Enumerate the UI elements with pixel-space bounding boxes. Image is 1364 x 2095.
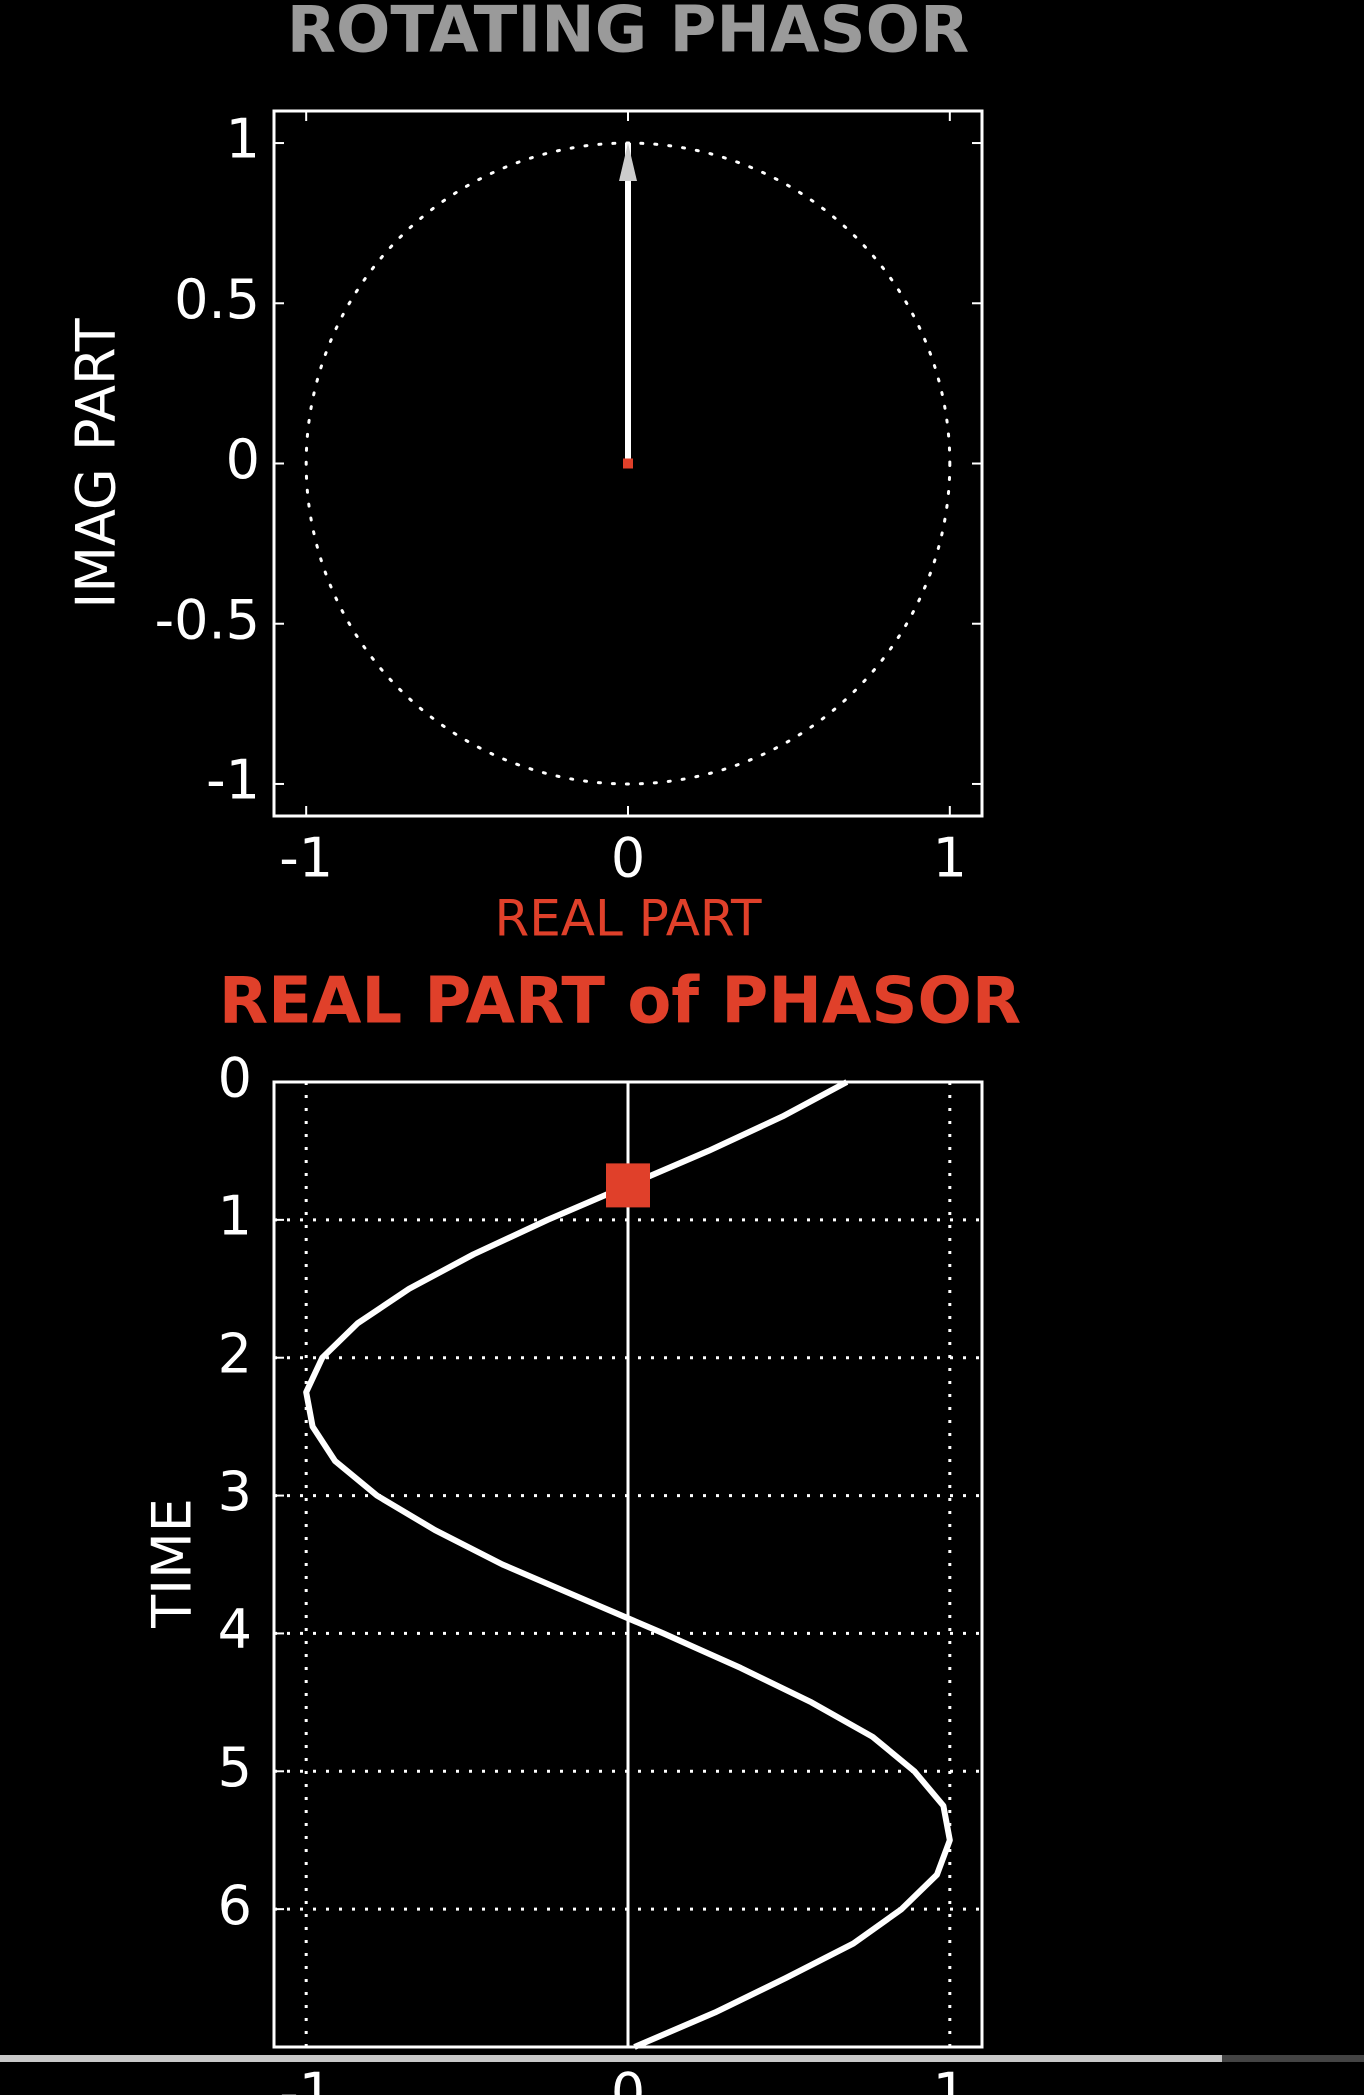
- y-tick-label: 0.5: [174, 268, 260, 331]
- y-tick-label: 0: [226, 428, 260, 491]
- x-tick-label: 0: [611, 2062, 645, 2095]
- y-tick-label: 0: [218, 1047, 252, 1110]
- y-tick-label: -0.5: [155, 588, 260, 651]
- y-tick-label: 5: [218, 1736, 252, 1799]
- y-tick-label: 4: [218, 1598, 252, 1661]
- y-tick-label: 1: [226, 108, 260, 171]
- line: [303, 1079, 953, 2050]
- x-tick-label: 0: [611, 827, 645, 890]
- y-tick-label: -1: [206, 749, 260, 812]
- y-tick-label: 6: [218, 1874, 252, 1937]
- current-marker: [606, 1163, 650, 1208]
- progress-track: [1222, 2055, 1364, 2062]
- x-tick-label: -1: [279, 827, 333, 890]
- phasor-head: [619, 143, 637, 182]
- origin-dot: [623, 458, 633, 469]
- y-tick-label: 2: [218, 1322, 252, 1385]
- x-tick-label: -1: [279, 2062, 333, 2095]
- y-tick-label: 1: [218, 1184, 252, 1247]
- y-tick-label: 3: [218, 1460, 252, 1523]
- unit-circle: [304, 141, 952, 786]
- chart-title: REAL PART of PHASOR: [219, 965, 1021, 1039]
- progress-bar: [0, 2055, 1222, 2062]
- y-axis-label: IMAG PART: [65, 317, 128, 608]
- plot-frame: [272, 1080, 984, 2049]
- x-tick-label: 1: [933, 827, 967, 890]
- chart-title: ROTATING PHASOR: [287, 0, 970, 68]
- x-tick-label: 1: [933, 2062, 967, 2095]
- x-axis-label: REAL PART: [494, 890, 762, 948]
- y-axis-label: TIME: [141, 1498, 204, 1629]
